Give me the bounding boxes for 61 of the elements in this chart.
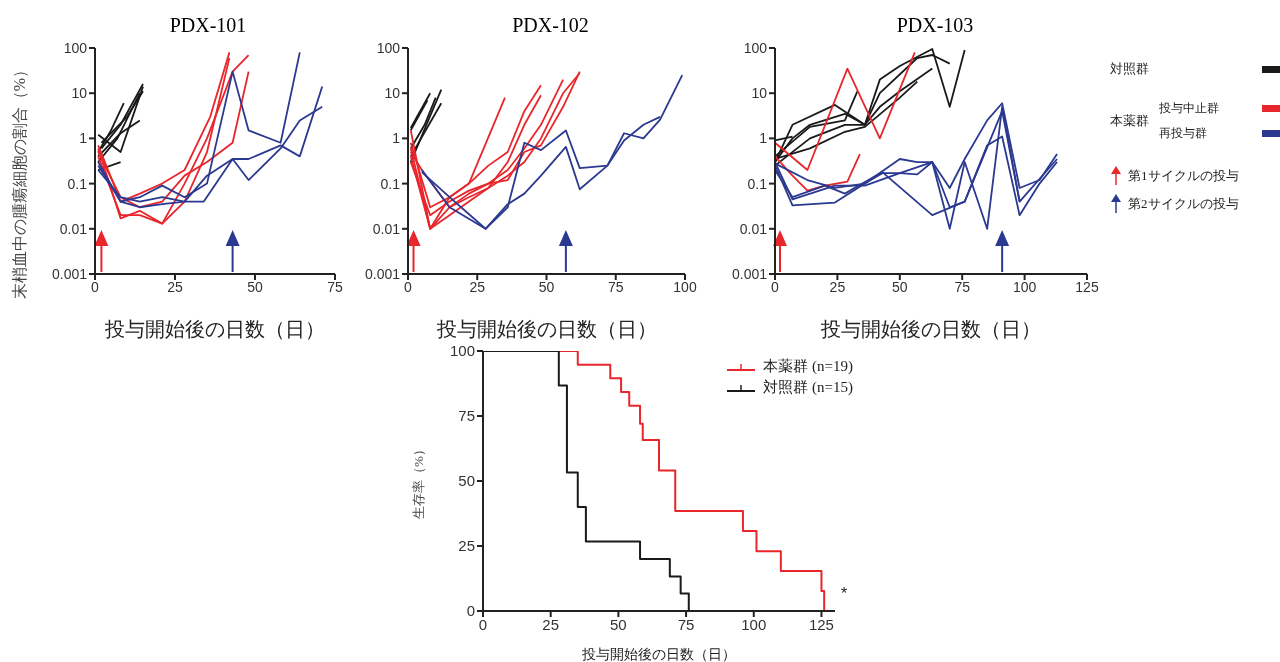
x-tick-label: 25 [167,278,183,295]
y-tick-label: 0.01 [59,220,88,237]
y-tick-label: 0.01 [372,220,401,237]
text: 投与中止群 [1159,100,1219,117]
y-axis-title: 末梢血中の腫瘍細胞の割合（%） [9,60,29,302]
legend-label: 対照群 (n=15) [763,378,853,397]
chart-title: PDX-102 [511,14,590,37]
x-tick-label: 100 [673,278,697,295]
y-tick-label: 0.1 [380,175,401,192]
y-tick-label: 1 [79,130,88,147]
x-tick-label: 125 [1075,278,1099,295]
text: 対照群 [1110,60,1149,78]
chart-title: PDX-101 [168,14,248,37]
x-axis-title: 投与開始後の日数（日） [435,318,657,340]
y-tick-label: 10 [71,85,88,102]
y-tick-label: 100 [449,342,475,360]
y-tick-label: 100 [743,39,768,56]
x-axis-title: 投与開始後の日数（日） [581,647,736,662]
x-tick-label: 75 [954,278,971,295]
text: 第2サイクルの投与 [1128,195,1239,213]
x-tick-label: 125 [808,615,834,633]
y-axis-title: 生存率（%） [410,443,426,519]
y-tick-label: 0.1 [747,175,768,192]
legend-title: 本薬群 [1110,112,1149,130]
y-tick-label: 100 [376,39,401,56]
x-tick-label: 75 [607,278,624,295]
x-tick-label: 50 [892,278,908,295]
x-axis-title: 投与開始後の日数（日） [104,318,325,340]
y-tick-label: 10 [751,85,768,102]
x-tick-label: 0 [771,278,780,295]
y-tick-label: 1 [759,130,768,147]
x-tick-label: 25 [542,615,560,633]
x-tick-label: 0 [404,278,413,295]
x-tick-label: 75 [327,278,343,295]
y-tick-label: 25 [458,537,475,555]
x-tick-label: 50 [610,615,627,633]
text: * [841,585,848,603]
x-tick-label: 25 [469,278,486,295]
y-tick-label: 1 [392,130,401,147]
y-tick-label: 75 [458,407,475,425]
y-tick-label: 10 [384,85,401,102]
text: 再投与群 [1159,125,1207,142]
legend-label: 本薬群 (n=19) [763,357,853,376]
y-tick-label: 0 [466,602,475,620]
y-tick-label: 0.1 [67,175,88,192]
x-tick-label: 0 [91,278,100,295]
x-tick-label: 50 [247,278,263,295]
chart-title: PDX-103 [895,14,975,37]
x-tick-label: 50 [538,278,555,295]
x-axis-title: 投与開始後の日数（日） [820,318,1041,340]
y-tick-label: 0.001 [364,265,401,282]
x-tick-label: 0 [478,615,488,633]
x-tick-label: 75 [677,615,695,633]
y-tick-label: 50 [458,472,475,490]
x-tick-label: 25 [829,278,846,295]
y-tick-label: 0.001 [51,265,88,282]
x-tick-label: 100 [1012,278,1037,295]
y-tick-label: 0.01 [739,220,768,237]
text: 第1サイクルの投与 [1128,167,1239,185]
y-tick-label: 0.001 [731,265,768,282]
y-tick-label: 100 [63,39,88,56]
